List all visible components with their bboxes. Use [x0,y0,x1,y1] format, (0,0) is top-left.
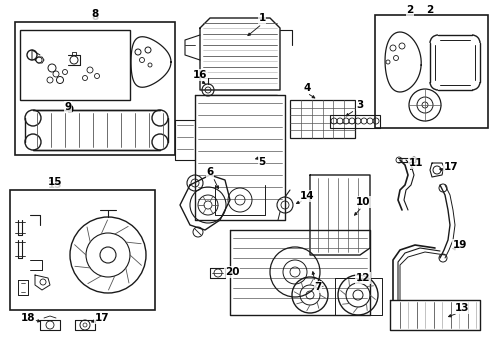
Bar [330,115,380,128]
Text: 20: 20 [225,267,239,277]
Text: 2: 2 [426,5,434,15]
Text: 11: 11 [409,158,423,168]
Text: 12: 12 [356,273,370,283]
Text: 5: 5 [258,157,266,167]
Text: 17: 17 [443,162,458,172]
Text: 15: 15 [48,177,62,187]
Bar [10,190,155,310]
Text: 16: 16 [193,70,207,80]
Text: 1: 1 [258,13,266,23]
Text: 9: 9 [65,102,72,112]
Text: 4: 4 [303,83,311,93]
Text: 9: 9 [67,105,74,115]
Text: 18: 18 [21,313,35,323]
Text: 14: 14 [300,191,314,201]
Text: 2: 2 [406,5,414,15]
Text: 8: 8 [91,12,98,22]
Text: 6: 6 [206,167,214,177]
Bar [15,22,175,155]
Text: 17: 17 [95,313,109,323]
Bar [375,15,488,128]
Bar [290,100,355,138]
Text: 10: 10 [356,197,370,207]
Bar [20,30,130,100]
Text: 19: 19 [453,240,467,250]
Text: 13: 13 [455,303,469,313]
Text: 3: 3 [356,100,364,110]
Text: 8: 8 [91,9,98,19]
Text: 7: 7 [314,282,322,292]
Text: 15: 15 [48,180,62,190]
